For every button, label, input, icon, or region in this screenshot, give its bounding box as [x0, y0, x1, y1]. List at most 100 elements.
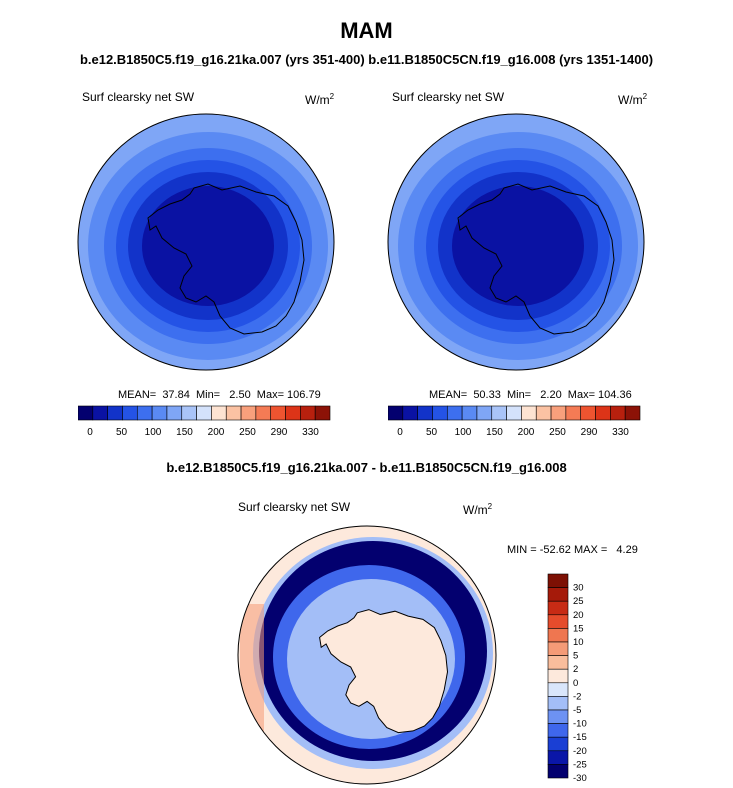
colorbar-tick-label: -5 — [573, 705, 581, 716]
colorbar-tick-label: 50 — [426, 427, 438, 438]
colorbar-box — [432, 405, 448, 421]
panel3-map — [237, 525, 497, 785]
colorbar-tick-label: 25 — [573, 596, 584, 607]
colorbar-box — [547, 682, 569, 697]
colorbar-box — [547, 696, 569, 711]
colorbar-box — [565, 405, 582, 421]
value-zone-0-25 — [452, 186, 584, 306]
colorbar-tick-label: 100 — [455, 427, 472, 438]
colorbar-box — [476, 405, 493, 421]
colorbar-box — [240, 405, 257, 421]
colorbar-tick-label: 250 — [239, 427, 256, 438]
colorbar-box — [107, 405, 123, 421]
colorbar-box — [580, 405, 596, 421]
colorbar-box — [122, 405, 138, 421]
map-boundary — [77, 113, 335, 371]
colorbar-tick-label: 15 — [573, 623, 584, 634]
map-boundary — [387, 113, 645, 371]
colorbar-tick-label: 200 — [518, 427, 535, 438]
colorbar-box — [196, 405, 212, 421]
colorbar-box — [550, 405, 567, 421]
colorbar-tick-label: 150 — [176, 427, 193, 438]
colorbar-tick-label: 0 — [87, 427, 93, 438]
colorbar-box — [547, 723, 569, 738]
colorbar-box — [285, 405, 301, 421]
colorbar-box — [491, 405, 507, 421]
panel3-stats: MIN = -52.62 MAX = 4.29 — [507, 544, 638, 556]
colorbar-tick-label: -2 — [573, 691, 581, 702]
colorbar-tick-label: -30 — [573, 773, 587, 782]
colorbar-box — [225, 405, 242, 421]
panel1-map — [77, 113, 335, 371]
panel1-stats: MEAN= 37.84 Min= 2.50 Max= 106.79 — [118, 389, 321, 401]
colorbar-tick-label: 250 — [549, 427, 566, 438]
colorbar-tick-label: 150 — [486, 427, 503, 438]
colorbar-box — [388, 405, 404, 421]
panel1-title: Surf clearsky net SW — [82, 90, 195, 104]
colorbar-box — [166, 405, 183, 421]
colorbar-box — [92, 405, 108, 421]
colorbar-tick-label: 10 — [573, 637, 584, 648]
antarctica-coastline — [319, 609, 449, 734]
colorbar-box — [461, 405, 478, 421]
colorbar-box — [547, 736, 569, 752]
colorbar-tick-label: 330 — [612, 427, 629, 438]
colorbar-box — [547, 668, 569, 684]
colorbar-box — [624, 405, 641, 421]
colorbar-box — [547, 573, 569, 588]
colorbar-tick-label: 5 — [573, 651, 578, 662]
panel2-map — [387, 113, 645, 371]
colorbar-tick-label: 30 — [573, 583, 584, 594]
figure-title: MAM — [340, 18, 393, 43]
colorbar-tick-label: 200 — [208, 427, 225, 438]
antarctica-coastline — [457, 183, 615, 335]
map-boundary — [237, 525, 497, 785]
panel1-colorbar: 0 50 100 150 200 250 290 330 — [78, 405, 331, 438]
colorbar-box — [610, 405, 626, 421]
colorbar-box — [402, 405, 418, 421]
colorbar-box — [547, 628, 569, 643]
colorbar-box — [535, 405, 552, 421]
colorbar-box — [595, 405, 611, 421]
panel2-units: W/m2 — [618, 92, 648, 107]
colorbar-tick-label: 290 — [271, 427, 288, 438]
colorbar-box — [181, 405, 197, 421]
panel2-title: Surf clearsky net SW — [392, 90, 505, 104]
figure-subtitle: b.e12.B1850C5.f19_g16.21ka.007 (yrs 351-… — [79, 52, 654, 67]
colorbar-box — [547, 587, 569, 602]
colorbar-box — [136, 405, 153, 421]
colorbar-box — [547, 655, 569, 670]
colorbar-tick-label: 50 — [116, 427, 128, 438]
colorbar-box — [211, 405, 227, 421]
colorbar-box — [547, 600, 569, 616]
colorbar-box — [151, 405, 168, 421]
colorbar-tick-label: 20 — [573, 610, 584, 621]
colorbar-box — [255, 405, 272, 421]
colorbar-box — [547, 764, 569, 779]
colorbar-tick-label: 0 — [573, 678, 578, 689]
panel2-stats: MEAN= 50.33 Min= 2.20 Max= 104.36 — [429, 389, 632, 401]
panel1-units: W/m2 — [305, 92, 335, 107]
difference-panel-title: b.e12.B1850C5.f19_g16.21ka.007 - b.e11.B… — [166, 460, 567, 475]
colorbar-tick-label: -10 — [573, 719, 587, 730]
antarctica-coastline — [147, 183, 305, 335]
panel3-units: W/m2 — [463, 502, 493, 517]
value-zone-0-25 — [142, 186, 274, 306]
colorbar-box — [521, 405, 537, 421]
colorbar-box — [314, 405, 331, 421]
colorbar-tick-label: 290 — [581, 427, 598, 438]
colorbar-tick-label: 100 — [145, 427, 162, 438]
colorbar-box — [547, 641, 569, 656]
colorbar-tick-label: 0 — [397, 427, 403, 438]
colorbar-box — [547, 614, 569, 629]
panel2-colorbar: 0 50 100 150 200 250 290 330 — [388, 405, 641, 438]
colorbar-tick-label: 330 — [302, 427, 319, 438]
colorbar-box — [78, 405, 94, 421]
colorbar-box — [547, 709, 569, 724]
colorbar-box — [506, 405, 522, 421]
colorbar-box — [547, 750, 569, 765]
colorbar-tick-label: 2 — [573, 664, 578, 675]
colorbar-box — [300, 405, 316, 421]
colorbar-box — [446, 405, 463, 421]
